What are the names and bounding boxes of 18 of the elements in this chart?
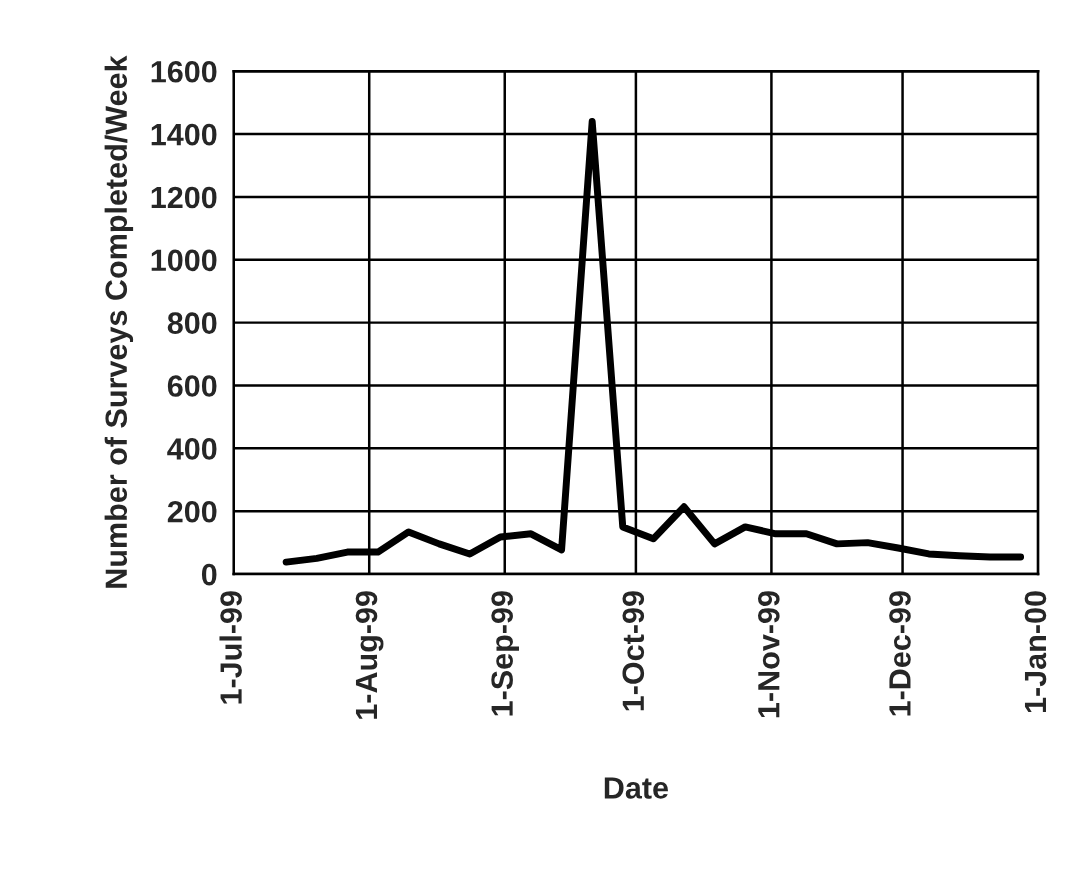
x-tick-label: 1-Jul-99 [219, 591, 242, 704]
y-axis-title: Number of Surveys Completed/Week [104, 55, 134, 588]
x-tick-label: 1-Oct-99 [622, 591, 645, 711]
y-tick-label: 800 [167, 312, 217, 334]
y-tick-label: 1400 [151, 123, 217, 146]
y-tick-label: 1000 [151, 249, 217, 272]
y-tick-label: 0 [201, 563, 217, 586]
y-tick-label: 1200 [151, 186, 217, 209]
x-tick-label: 1-Sep-99 [491, 591, 519, 716]
y-tick-label: 200 [167, 500, 217, 523]
y-tick-label: 400 [167, 438, 217, 460]
y-tick-label: 1600 [151, 60, 217, 83]
x-tick-label: 1-Nov-99 [757, 591, 780, 718]
x-tick-label: 1-Dec-99 [889, 591, 911, 716]
x-tick-label: 1-Aug-99 [355, 591, 384, 719]
y-tick-label: 600 [167, 375, 217, 397]
x-tick-label: 1-Jan-00 [1024, 591, 1047, 713]
x-axis-title: Date [604, 777, 668, 799]
